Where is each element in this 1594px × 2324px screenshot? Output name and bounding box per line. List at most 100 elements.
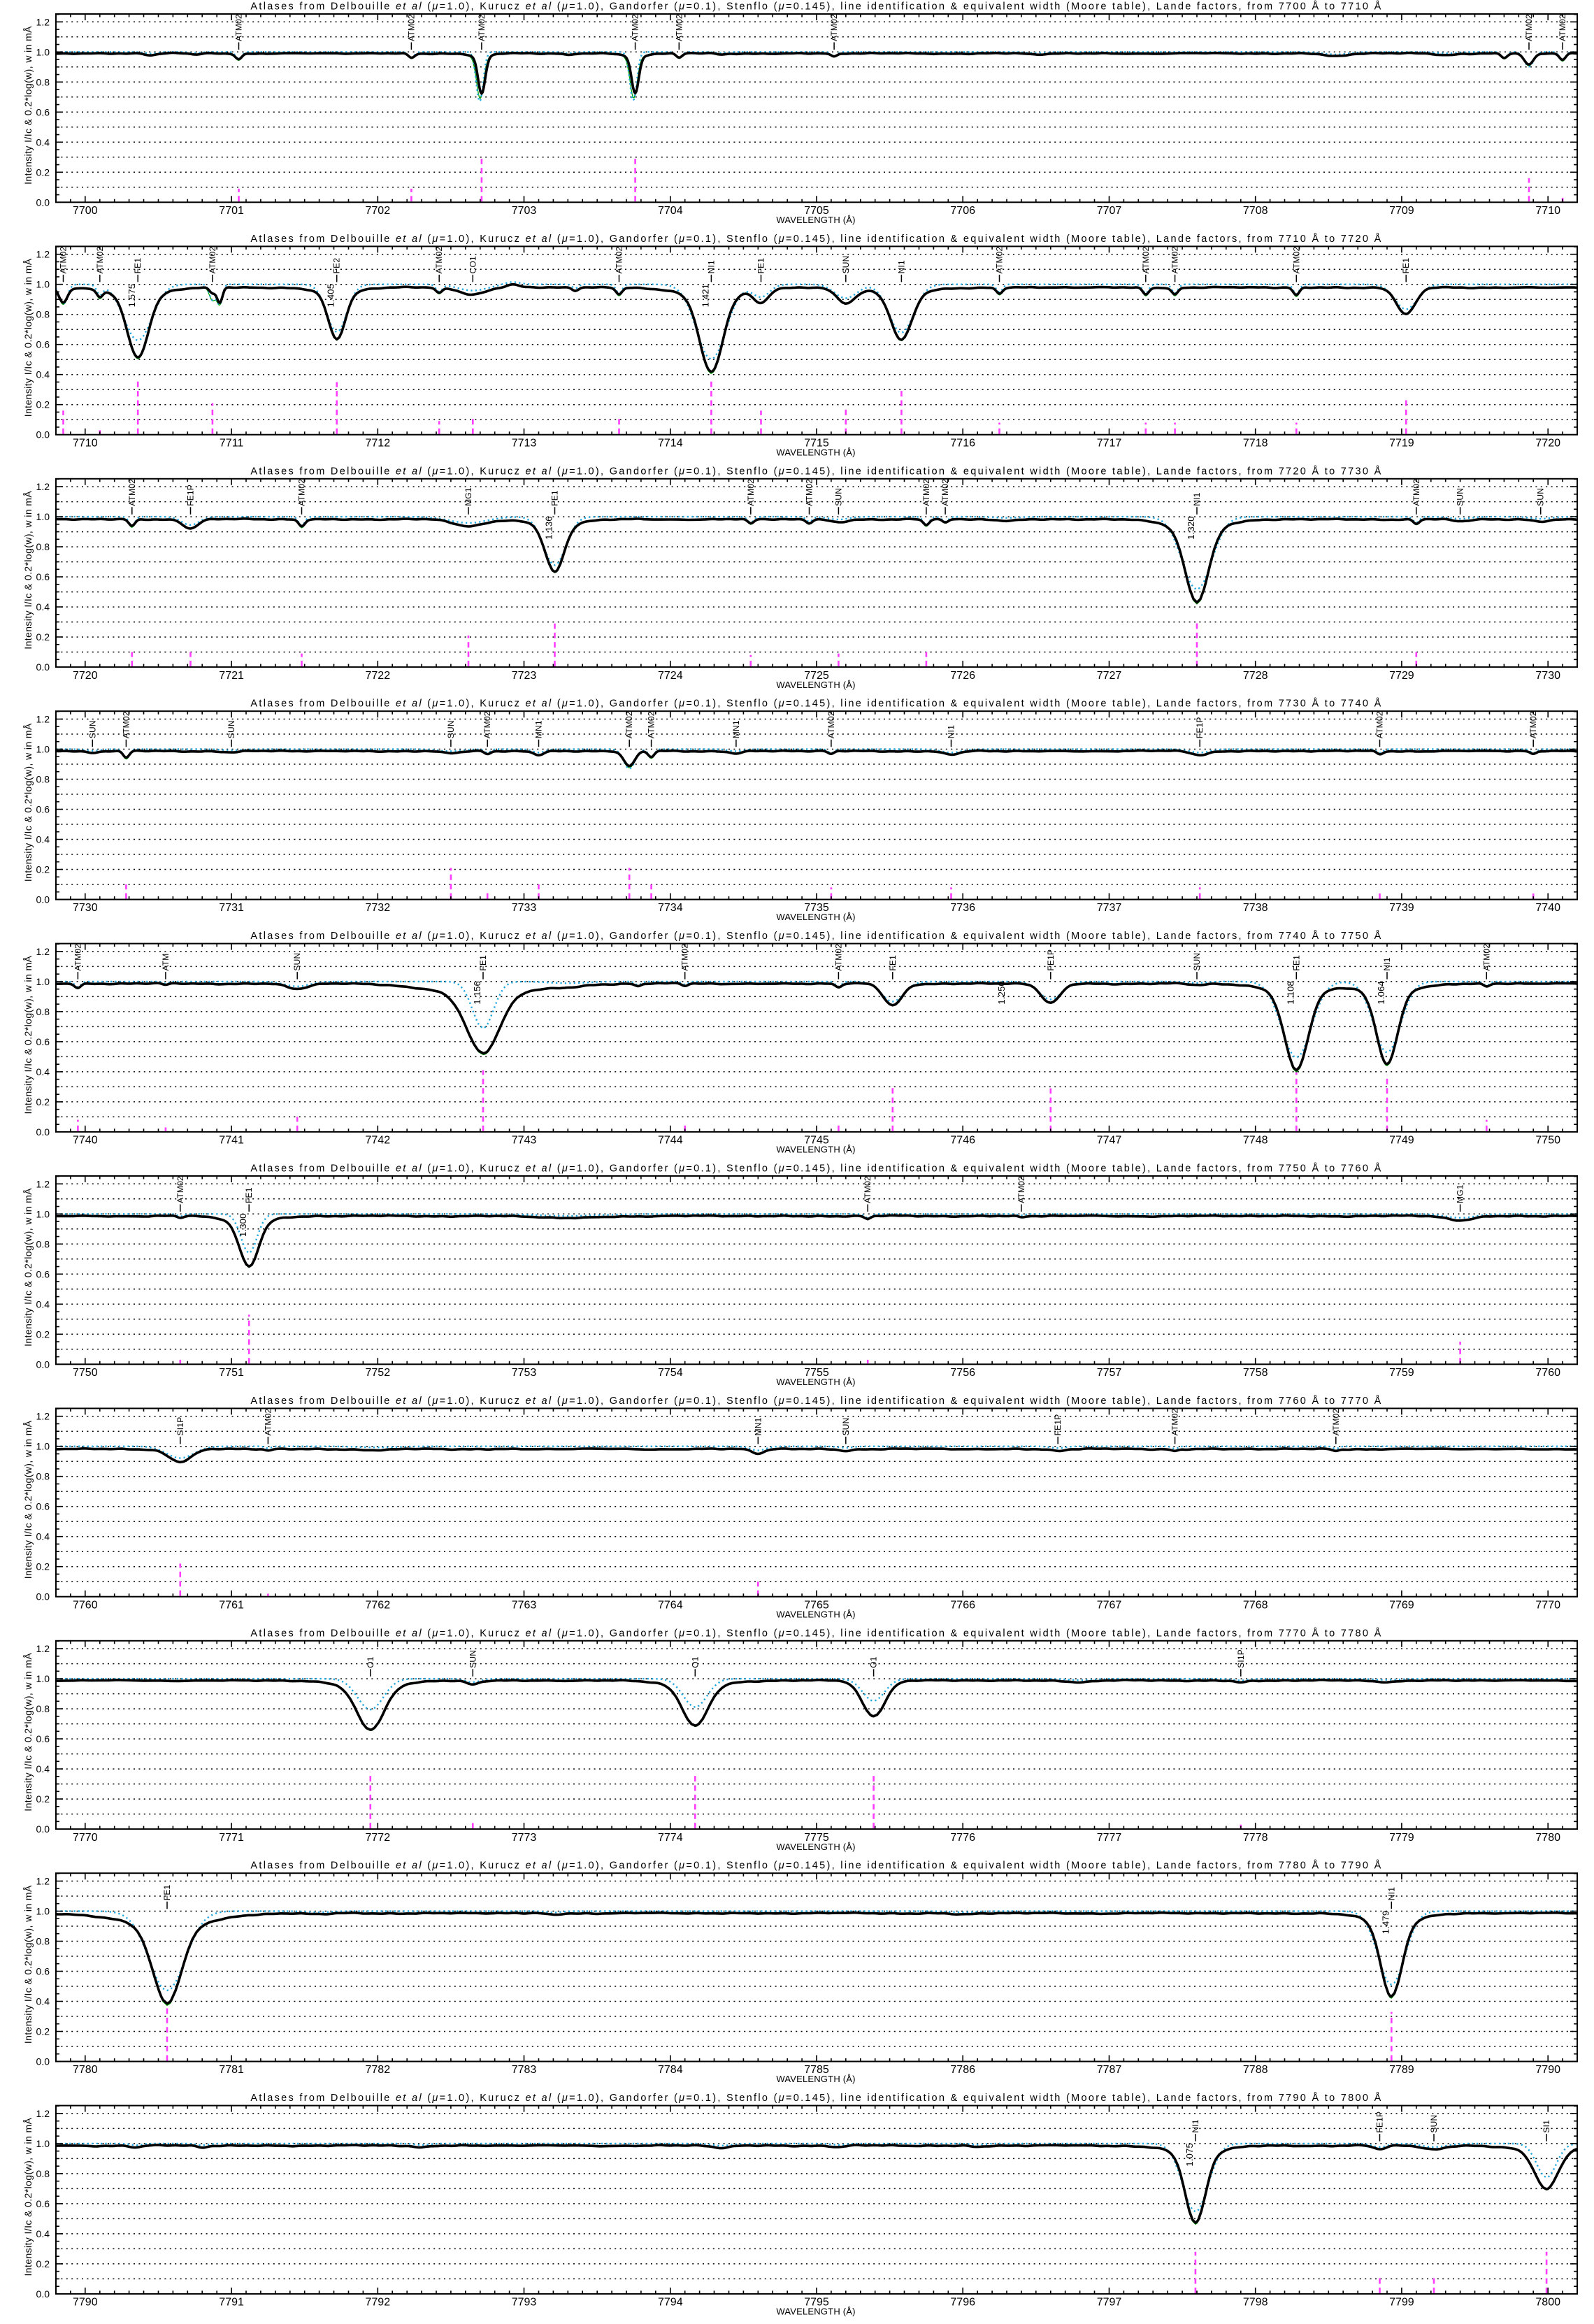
svg-text:Intensity I/Ic & 0.2*log(w), w: Intensity I/Ic & 0.2*log(w), w in mÅ <box>22 1885 34 2044</box>
svg-text:0.8: 0.8 <box>36 309 50 320</box>
svg-text:7783: 7783 <box>512 2064 537 2076</box>
svg-text:SUN: SUN <box>87 720 97 738</box>
svg-text:Atlases from Delbouille et al: Atlases from Delbouille et al (μ=1.0), K… <box>250 1627 1382 1639</box>
svg-text:0.2: 0.2 <box>36 1561 50 1572</box>
svg-text:7742: 7742 <box>366 1135 391 1147</box>
svg-text:7702: 7702 <box>366 205 391 217</box>
svg-text:ATM02: ATM02 <box>826 711 836 738</box>
svg-text:7710: 7710 <box>1535 205 1560 217</box>
svg-text:ATM02: ATM02 <box>1017 1176 1026 1203</box>
svg-text:0.8: 0.8 <box>36 1238 50 1249</box>
svg-text:0.8: 0.8 <box>36 1936 50 1947</box>
svg-text:FE1P: FE1P <box>1375 2111 1385 2133</box>
svg-text:1.0: 1.0 <box>36 46 50 57</box>
svg-text:FE1P: FE1P <box>1046 949 1056 971</box>
svg-text:7750: 7750 <box>1535 1135 1560 1147</box>
svg-text:1.108: 1.108 <box>1285 981 1295 1005</box>
svg-text:ATM02: ATM02 <box>1331 1408 1341 1435</box>
svg-text:7754: 7754 <box>658 1367 683 1379</box>
svg-text:7760: 7760 <box>73 1599 98 1611</box>
svg-text:ATM02: ATM02 <box>482 711 492 738</box>
svg-text:ATM02: ATM02 <box>940 479 950 506</box>
svg-text:0.0: 0.0 <box>36 1358 50 1370</box>
svg-text:0.0: 0.0 <box>36 2056 50 2067</box>
svg-text:ATM02: ATM02 <box>624 711 634 738</box>
svg-text:ATM02: ATM02 <box>647 711 656 738</box>
svg-text:Intensity I/Ic & 0.2*log(w), w: Intensity I/Ic & 0.2*log(w), w in mÅ <box>22 1188 34 1347</box>
svg-text:SUN: SUN <box>227 720 236 738</box>
svg-text:ATM02: ATM02 <box>615 246 624 273</box>
svg-text:MG1: MG1 <box>1456 1184 1465 1203</box>
svg-text:7795: 7795 <box>804 2297 829 2309</box>
svg-text:1.0: 1.0 <box>36 2138 50 2149</box>
svg-text:7734: 7734 <box>658 902 683 914</box>
svg-text:7736: 7736 <box>950 902 975 914</box>
svg-text:7703: 7703 <box>512 205 537 217</box>
svg-text:0.8: 0.8 <box>36 774 50 785</box>
svg-text:ATM02: ATM02 <box>1170 246 1180 273</box>
svg-text:0.4: 0.4 <box>36 136 50 148</box>
svg-text:0.0: 0.0 <box>36 1591 50 1602</box>
svg-text:7767: 7767 <box>1097 1599 1122 1611</box>
svg-text:Atlases from Delbouille et al: Atlases from Delbouille et al (μ=1.0), K… <box>250 1163 1382 1175</box>
svg-text:1.136: 1.136 <box>544 516 554 540</box>
svg-text:0.2: 0.2 <box>36 864 50 875</box>
svg-text:7730: 7730 <box>73 902 98 914</box>
svg-text:ATM02: ATM02 <box>434 246 444 273</box>
svg-text:0.2: 0.2 <box>36 2026 50 2037</box>
svg-text:7793: 7793 <box>512 2297 537 2309</box>
svg-text:1.2: 1.2 <box>36 1643 50 1654</box>
svg-text:0.6: 0.6 <box>36 571 50 582</box>
svg-text:0.2: 0.2 <box>36 1096 50 1107</box>
svg-text:0.0: 0.0 <box>36 196 50 208</box>
svg-text:1.421: 1.421 <box>700 284 710 308</box>
svg-text:1.575: 1.575 <box>127 284 137 308</box>
svg-text:FE1: FE1 <box>478 955 488 971</box>
svg-text:7700: 7700 <box>73 205 98 217</box>
svg-text:FE1P: FE1P <box>186 485 196 506</box>
svg-text:1.0: 1.0 <box>36 1673 50 1684</box>
svg-text:NI1: NI1 <box>1386 1887 1396 1900</box>
svg-text:MN1: MN1 <box>731 720 741 738</box>
svg-text:1.0: 1.0 <box>36 1441 50 1452</box>
svg-text:7770: 7770 <box>73 1832 98 1844</box>
svg-text:ATM02: ATM02 <box>829 14 839 41</box>
svg-text:ATM02: ATM02 <box>1141 246 1151 273</box>
svg-text:Intensity I/Ic & 0.2*log(w), w: Intensity I/Ic & 0.2*log(w), w in mÅ <box>22 491 34 650</box>
svg-text:0.6: 0.6 <box>36 1268 50 1279</box>
svg-text:7751: 7751 <box>219 1367 244 1379</box>
svg-text:1.075: 1.075 <box>1184 2143 1195 2167</box>
svg-text:1.0: 1.0 <box>36 976 50 987</box>
svg-text:0.2: 0.2 <box>36 2258 50 2269</box>
svg-text:7711: 7711 <box>220 437 244 449</box>
svg-text:0.8: 0.8 <box>36 1703 50 1714</box>
svg-text:Atlases from Delbouille et al: Atlases from Delbouille et al (μ=1.0), K… <box>250 1 1382 13</box>
svg-text:NI1: NI1 <box>1382 957 1392 970</box>
svg-text:FE1P: FE1P <box>1195 717 1205 738</box>
svg-text:1.064: 1.064 <box>1376 981 1386 1005</box>
svg-text:0.0: 0.0 <box>36 894 50 905</box>
svg-text:7709: 7709 <box>1389 205 1414 217</box>
svg-text:Intensity I/Ic & 0.2*log(w), w: Intensity I/Ic & 0.2*log(w), w in mÅ <box>22 258 34 417</box>
svg-text:7790: 7790 <box>73 2297 98 2309</box>
svg-text:7749: 7749 <box>1389 1135 1414 1147</box>
svg-text:7779: 7779 <box>1389 1832 1414 1844</box>
svg-text:7770: 7770 <box>1535 1599 1560 1611</box>
svg-text:ATM02: ATM02 <box>631 14 640 41</box>
svg-text:O1: O1 <box>366 1656 375 1668</box>
svg-text:ATM02: ATM02 <box>263 1408 273 1435</box>
svg-text:Atlases from Delbouille et al: Atlases from Delbouille et al (μ=1.0), K… <box>250 1395 1382 1407</box>
svg-text:Intensity I/Ic & 0.2*log(w), w: Intensity I/Ic & 0.2*log(w), w in mÅ <box>22 1420 34 1579</box>
svg-text:7800: 7800 <box>1535 2297 1560 2309</box>
svg-text:7766: 7766 <box>950 1599 975 1611</box>
svg-text:7785: 7785 <box>804 2064 829 2076</box>
svg-text:MG1: MG1 <box>464 487 473 506</box>
svg-text:7764: 7764 <box>658 1599 683 1611</box>
svg-text:Atlases from Delbouille et al: Atlases from Delbouille et al (μ=1.0), K… <box>250 698 1382 710</box>
svg-text:0.0: 0.0 <box>36 1823 50 1835</box>
svg-text:7718: 7718 <box>1243 437 1268 449</box>
svg-text:FE1: FE1 <box>162 1884 172 1900</box>
svg-text:7713: 7713 <box>512 437 537 449</box>
svg-text:7721: 7721 <box>219 670 244 682</box>
svg-text:ATM02: ATM02 <box>833 944 843 971</box>
